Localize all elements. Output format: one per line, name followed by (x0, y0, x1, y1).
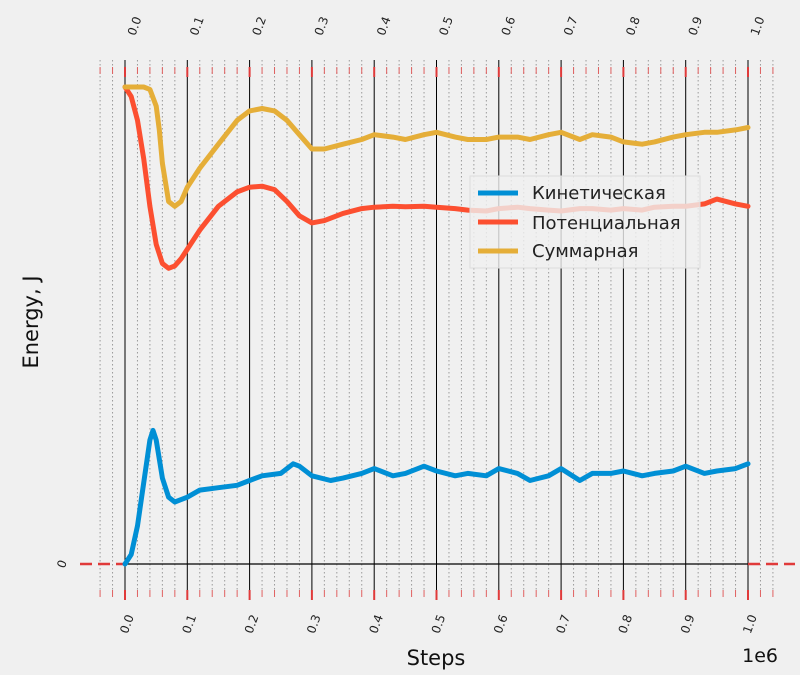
legend-label-kinetic: Кинетическая (532, 183, 666, 204)
series-total-line (122, 84, 751, 209)
tick-labels: 0.0 0.0 0.1 0.1 0.2 0.2 0.3 0.3 0.4 0.4 0.5 0.5 0.6 0… (54, 15, 767, 636)
x-tick-label-bottom: 1.0 (740, 613, 760, 636)
x-tick-label-top: 0.4 (374, 15, 394, 38)
legend: Кинетическая Потенциальная Суммарная (469, 175, 701, 269)
x-tick-label-top: 0.0 (125, 15, 145, 38)
legend-label-potential: Потенциальная (532, 213, 681, 234)
x-tick-label-bottom: 0.2 (242, 613, 262, 636)
x-tick-label-top: 0.9 (685, 15, 705, 38)
x-tick-label-bottom: 0.6 (491, 613, 511, 636)
x-tick-label-bottom: 0.1 (179, 613, 199, 636)
x-tick-label-top: 0.2 (249, 15, 269, 38)
series-kinetic-line (122, 427, 751, 567)
x-tick-label-bottom: 0.5 (429, 613, 449, 636)
tick-marks (80, 67, 795, 600)
x-tick-label-top: 0.7 (561, 15, 581, 38)
legend-label-total: Суммарная (532, 241, 638, 262)
x-axis-offset-label: 1e6 (742, 645, 778, 667)
x-tick-label-bottom: 0.3 (304, 613, 324, 636)
x-tick-label-bottom: 0.7 (553, 613, 573, 636)
x-tick-label-top: 0.6 (499, 15, 519, 38)
y-axis-label: Energy, J (19, 275, 43, 368)
minor-gridlines (99, 60, 774, 590)
x-tick-label-top: 0.8 (623, 15, 643, 38)
x-tick-label-top: 0.1 (187, 15, 207, 38)
y-tick-label: 0 (54, 558, 70, 570)
x-tick-label-bottom: 0.9 (678, 613, 698, 636)
x-tick-label-top: 1.0 (748, 15, 768, 38)
x-tick-label-bottom: 0.4 (366, 613, 386, 636)
x-tick-label-bottom: 0.0 (117, 613, 137, 636)
x-axis-label: Steps (407, 646, 466, 670)
x-tick-label-top: 0.5 (436, 15, 456, 38)
x-tick-label-top: 0.3 (312, 15, 332, 38)
x-tick-label-bottom: 0.8 (616, 613, 636, 636)
